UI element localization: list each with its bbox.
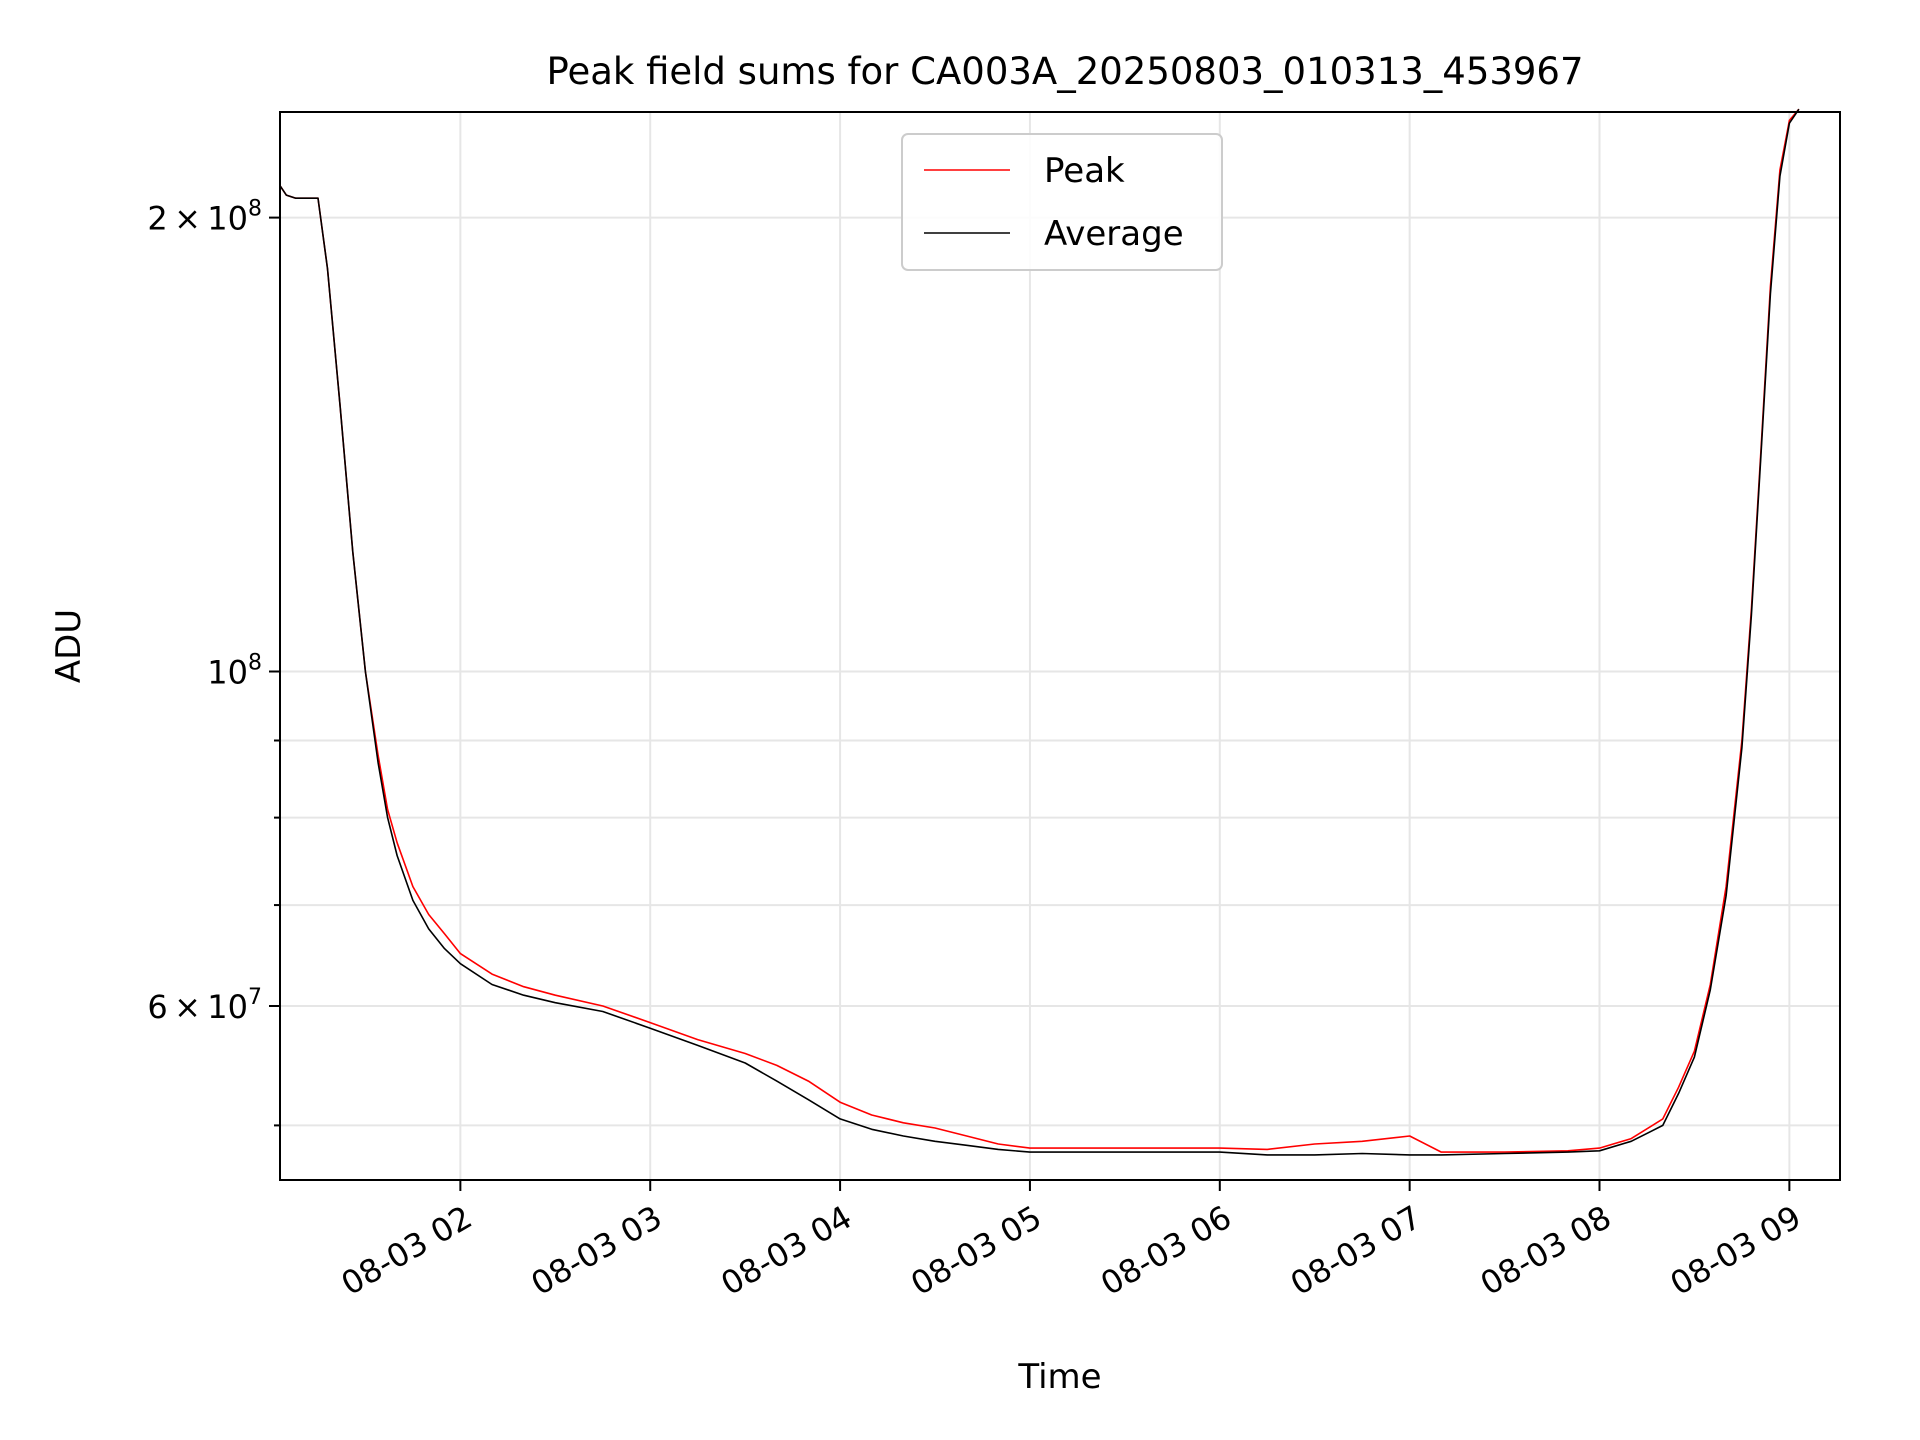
legend: Peak Average <box>901 133 1223 271</box>
series-line-peak <box>279 108 1800 1153</box>
y-axis: 108 2 × 108 6 × 107 <box>147 197 280 1127</box>
y-tick-label: 108 <box>207 651 262 692</box>
legend-box <box>901 133 1223 271</box>
series-layer <box>279 108 1800 1156</box>
chart-title: Peak field sums for CA003A_20250803_0103… <box>546 50 1583 93</box>
legend-label: Average <box>1044 214 1184 254</box>
y-tick-label: 6 × 107 <box>147 985 262 1026</box>
y-tick-label: 2 × 108 <box>147 197 262 238</box>
x-axis-label: Time <box>1017 1357 1101 1397</box>
y-axis-label: ADU <box>49 609 89 683</box>
series-line-average <box>279 108 1800 1156</box>
plot-frame <box>279 111 1841 1181</box>
legend-label: Peak <box>1044 151 1125 191</box>
